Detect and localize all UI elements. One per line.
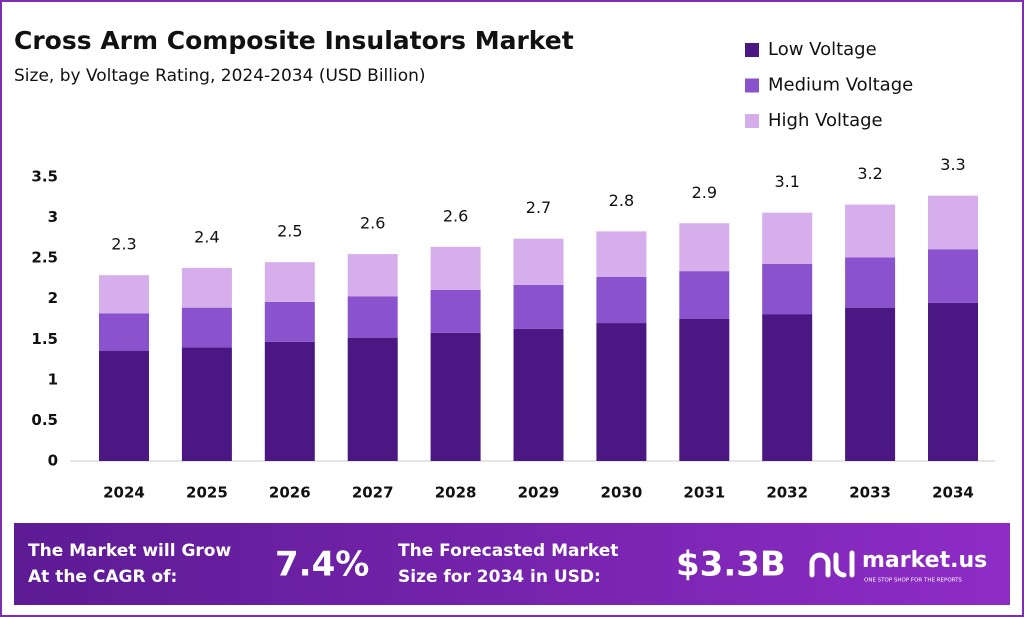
- total-label: 2.8: [609, 191, 634, 210]
- y-tick-label: 3: [48, 208, 58, 226]
- total-label: 2.9: [692, 183, 717, 202]
- y-tick-label: 1.5: [31, 330, 58, 348]
- bar-segment: [181, 347, 232, 461]
- bar-segment: [679, 223, 730, 272]
- bar-segment: [845, 204, 896, 258]
- x-tick-label: 2034: [932, 484, 974, 502]
- x-tick-label: 2025: [186, 484, 228, 502]
- chart-title: Cross Arm Composite Insulators Market: [14, 26, 574, 55]
- x-tick-label: 2029: [518, 484, 560, 502]
- bar-segment: [928, 249, 978, 303]
- bar-segment: [845, 257, 896, 308]
- bar-segment: [181, 267, 232, 308]
- forecast-value: $3.3B: [676, 545, 786, 585]
- cagr-text: The Market will Grow: [28, 541, 231, 561]
- bar-segment: [762, 263, 813, 315]
- x-tick-label: 2026: [269, 484, 311, 502]
- bar-segment: [596, 231, 647, 277]
- y-tick-label: 0.5: [31, 411, 58, 429]
- bar-segment: [762, 212, 813, 264]
- y-tick-label: 2.5: [31, 249, 58, 267]
- y-tick-label: 3.5: [31, 168, 58, 186]
- x-tick-label: 2027: [352, 484, 394, 502]
- brand: market.us: [862, 548, 987, 573]
- legend-swatch: [745, 43, 759, 57]
- total-label: 3.2: [857, 164, 882, 183]
- bar-segment: [347, 296, 398, 338]
- bar-segment: [347, 337, 398, 461]
- y-tick-label: 2: [48, 289, 58, 307]
- forecast-text: Size for 2034 in USD:: [398, 567, 601, 587]
- legend-label: Low Voltage: [768, 39, 877, 60]
- bar-segment: [181, 307, 232, 348]
- total-label: 2.7: [526, 198, 551, 217]
- x-tick-label: 2024: [103, 484, 145, 502]
- total-label: 2.3: [111, 235, 136, 254]
- total-label: 3.3: [940, 155, 965, 174]
- bar-segment: [513, 284, 564, 329]
- x-tick-label: 2028: [435, 484, 477, 502]
- bar-segment: [845, 307, 896, 461]
- total-label: 3.1: [774, 172, 799, 191]
- bar-segment: [928, 302, 978, 461]
- bar-segment: [430, 289, 481, 333]
- bar-segment: [264, 262, 315, 302]
- legend-swatch: [745, 78, 759, 93]
- footer-banner: [14, 523, 1010, 605]
- bar-segment: [347, 254, 398, 297]
- y-tick-label: 1: [48, 370, 58, 388]
- bar-segment: [513, 238, 564, 285]
- bar-segment: [99, 350, 149, 461]
- total-label: 2.6: [360, 214, 385, 233]
- bar-segment: [99, 275, 149, 314]
- total-label: 2.6: [443, 206, 468, 225]
- x-tick-label: 2032: [766, 484, 808, 502]
- tagline: ONE STOP SHOP FOR THE REPORTS: [864, 578, 962, 584]
- bar-segment: [430, 246, 481, 290]
- bar-segment: [762, 314, 813, 461]
- bar-segment: [928, 195, 978, 250]
- bar-segment: [596, 323, 647, 461]
- forecast-text: The Forecasted Market: [398, 541, 618, 561]
- total-label: 2.5: [277, 222, 302, 241]
- bar-segment: [596, 276, 647, 324]
- x-tick-label: 2030: [601, 484, 643, 502]
- bar-segment: [430, 332, 481, 461]
- total-label: 2.4: [194, 227, 219, 246]
- bar-segment: [679, 271, 730, 319]
- legend-swatch: [745, 114, 759, 128]
- chart-subtitle: Size, by Voltage Rating, 2024-2034 (USD …: [14, 66, 426, 86]
- x-tick-label: 2033: [849, 484, 891, 502]
- bar-segment: [679, 319, 730, 461]
- legend-label: Medium Voltage: [768, 75, 913, 96]
- cagr-value: 7.4%: [275, 545, 369, 585]
- y-tick-label: 0: [48, 452, 58, 470]
- bar-segment: [513, 328, 564, 461]
- brand-logo: [809, 550, 855, 578]
- x-tick-label: 2031: [683, 484, 725, 502]
- bar-segment: [264, 301, 315, 342]
- cagr-text: At the CAGR of:: [28, 567, 177, 587]
- legend-label: High Voltage: [768, 110, 883, 131]
- bar-segment: [264, 341, 315, 461]
- bar-segment: [99, 313, 149, 351]
